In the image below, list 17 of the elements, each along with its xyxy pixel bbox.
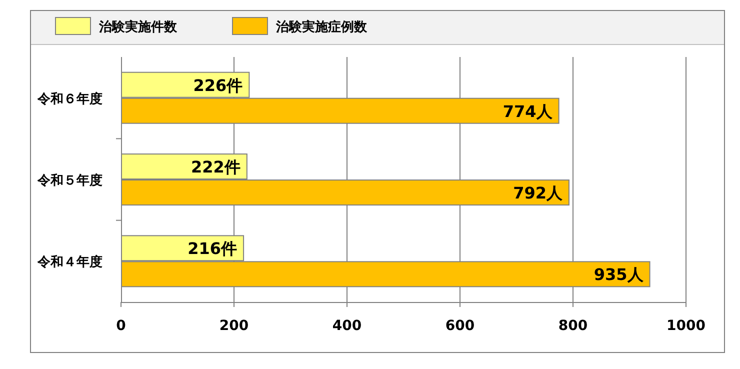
x-tick-label: 600 — [445, 318, 475, 334]
x-tick-label: 0 — [116, 318, 126, 334]
data-label: 226件 — [193, 76, 243, 95]
data-label: 774人 — [502, 102, 554, 121]
y-tick-label: 令和６年度 — [36, 90, 102, 107]
y-tick-label: 令和４年度 — [36, 254, 102, 270]
data-label: 222件 — [191, 158, 240, 176]
y-tick-label: 令和５年度 — [36, 172, 102, 188]
data-label: 216件 — [188, 239, 238, 258]
legend-label: 治験実施症例数 — [275, 19, 368, 35]
x-tick-label: 1000 — [666, 318, 706, 334]
data-label: 935人 — [594, 265, 644, 284]
x-tick-label: 400 — [332, 318, 362, 334]
x-tick-label: 800 — [558, 318, 588, 334]
data-label: 792人 — [513, 184, 564, 202]
x-tick-label: 200 — [219, 318, 249, 334]
legend-label: 治験実施件数 — [98, 19, 178, 35]
